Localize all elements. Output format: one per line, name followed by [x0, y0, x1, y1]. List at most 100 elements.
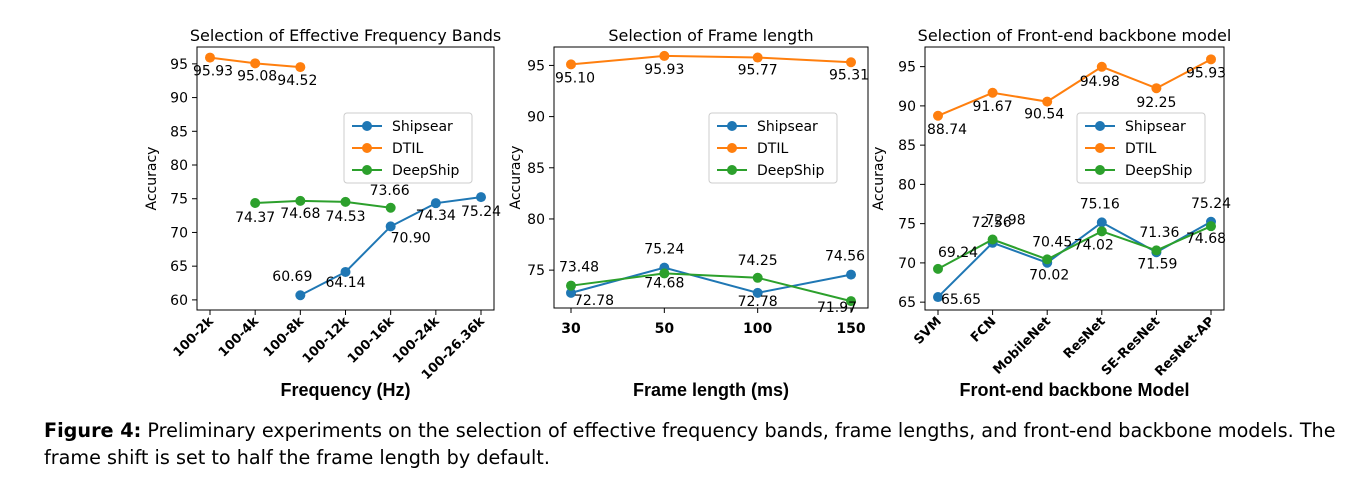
y-tick-label: 65: [898, 295, 916, 311]
data-label-shipsear: 72.78: [738, 294, 778, 310]
data-label-shipsear: 72.56: [972, 215, 1012, 231]
y-tick-label: 65: [170, 259, 188, 275]
data-point-deepship: [1206, 221, 1216, 232]
y-tick-label: 70: [170, 225, 188, 241]
x-tick-label: 100: [743, 321, 772, 337]
legend-marker-shipsear: [727, 121, 737, 131]
y-axis-label: Accuracy: [871, 147, 887, 211]
data-label-dtil: 88.74: [927, 122, 967, 138]
figure-caption: Figure 4: Preliminary experiments on the…: [44, 417, 1354, 471]
legend-marker-deepship: [362, 165, 372, 175]
series-line-deepship: [937, 225, 1212, 270]
y-axis-label: Accuracy: [508, 146, 524, 210]
data-label-dtil: 95.10: [555, 70, 595, 86]
data-point-shipsear: [430, 198, 441, 209]
data-label-deepship: 70.45: [1032, 234, 1072, 250]
data-point-shipsear: [295, 290, 306, 301]
y-tick-label: 90: [170, 91, 188, 107]
data-point-shipsear: [933, 292, 943, 303]
data-point-deepship: [250, 197, 261, 208]
x-tick-label: 150: [836, 321, 865, 337]
x-tick-label: 30: [561, 321, 581, 337]
data-label-shipsear: 75.24: [461, 204, 501, 220]
x-axis-label: Front-end backbone Model: [959, 380, 1189, 400]
legend-marker-dtil: [362, 143, 372, 153]
data-label-deepship: 73.66: [370, 183, 410, 199]
data-label-deepship: 71.59: [1137, 256, 1177, 272]
data-point-deepship: [1096, 226, 1107, 237]
data-point-dtil: [752, 52, 763, 63]
legend-box: [343, 112, 473, 184]
figure-panels: Selection of Effective Frequency Bands Ac…: [144, 26, 1231, 400]
x-tick-label: 100-12k: [300, 314, 353, 367]
legend: Shipsear DTIL DeepShip: [1076, 112, 1206, 184]
data-point-shipsear: [476, 192, 486, 203]
legend-label-dtil: DTIL: [392, 141, 423, 157]
data-label-shipsear: 72.78: [574, 293, 614, 309]
caption-text: Preliminary experiments on the selection…: [44, 419, 1336, 469]
x-tick-label: ResNet: [1061, 314, 1109, 362]
data-label-shipsear: 74.34: [416, 208, 456, 224]
legend: Shipsear DTIL DeepShip: [708, 112, 838, 184]
data-point-deepship: [385, 202, 396, 213]
chart-title: Selection of Front-end backbone model: [918, 26, 1232, 45]
y-tick-label: 95: [527, 58, 545, 74]
x-tick-label: 100-4k: [216, 314, 262, 360]
y-tick-label: 60: [170, 293, 188, 309]
x-tick-label: 100-2k: [171, 314, 217, 360]
data-label-deepship: 74.68: [1186, 231, 1226, 247]
y-tick-label: 85: [898, 138, 916, 154]
data-label-shipsear: 75.24: [1191, 196, 1231, 212]
data-label-shipsear: 64.14: [325, 275, 365, 291]
x-tick-label: SVM: [911, 314, 944, 347]
data-label-dtil: 90.54: [1024, 107, 1064, 123]
data-label-dtil: 94.52: [277, 73, 317, 89]
data-point-deepship: [340, 196, 351, 207]
legend-label-shipsear: Shipsear: [1125, 119, 1186, 135]
y-tick-label: 75: [170, 192, 188, 208]
legend: Shipsear DTIL DeepShip: [343, 112, 473, 184]
panel-3: Selection of Front-end backbone model Acc…: [871, 26, 1231, 400]
data-point-dtil: [846, 57, 856, 68]
y-tick-label: 85: [170, 124, 188, 140]
y-tick-label: 80: [170, 158, 188, 174]
data-point-dtil: [659, 50, 670, 61]
data-label-dtil: 94.98: [1080, 74, 1120, 90]
data-point-deepship: [933, 263, 943, 274]
data-point-shipsear: [385, 221, 396, 232]
y-tick-label: 85: [527, 161, 545, 177]
y-axis-label: Accuracy: [144, 147, 160, 211]
series-line-dtil: [570, 54, 852, 66]
data-point-dtil: [250, 58, 261, 69]
legend-marker-deepship: [1095, 165, 1105, 175]
legend-marker-deepship: [727, 165, 737, 175]
data-point-dtil: [1096, 61, 1107, 72]
data-point-deepship: [295, 195, 306, 206]
x-tick-label: MobileNet: [991, 314, 1055, 378]
data-point-dtil: [987, 87, 998, 98]
data-label-dtil: 95.31: [829, 67, 869, 83]
legend-label-dtil: DTIL: [757, 141, 788, 157]
data-label-dtil: 95.93: [1186, 65, 1226, 81]
legend-label-deepship: DeepShip: [1125, 163, 1193, 179]
data-point-deepship: [1042, 254, 1053, 265]
data-label-shipsear: 75.16: [1080, 196, 1120, 212]
y-tick-label: 90: [527, 110, 545, 126]
x-axis-label: Frame length (ms): [633, 380, 789, 400]
data-point-dtil: [1042, 96, 1053, 107]
plot-frame: [196, 46, 495, 311]
data-point-shipsear: [846, 269, 856, 280]
y-tick-label: 90: [898, 99, 916, 115]
data-label-deepship: 74.68: [644, 275, 684, 291]
data-label-deepship: 74.02: [1074, 237, 1114, 253]
data-label-deepship: 69.24: [938, 245, 978, 261]
data-label-dtil: 91.67: [973, 99, 1013, 115]
legend-label-shipsear: Shipsear: [392, 119, 453, 135]
plot-frame: [553, 46, 869, 309]
data-point-dtil: [295, 62, 306, 73]
data-point-dtil: [1206, 54, 1216, 65]
caption-label: Figure 4:: [44, 419, 142, 442]
data-point-deepship: [1151, 245, 1162, 256]
data-label-shipsear: 71.36: [1139, 225, 1179, 241]
legend-marker-dtil: [727, 143, 737, 153]
